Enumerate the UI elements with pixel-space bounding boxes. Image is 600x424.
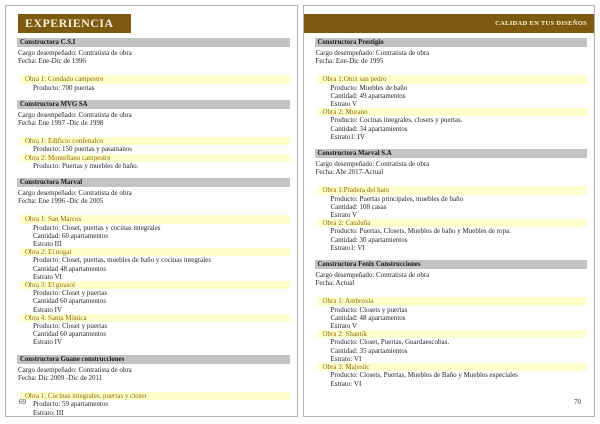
obra-title: Obra 2: Murano: [317, 108, 587, 117]
obra-detail: Producto: Closet, puertas, muebles de ba…: [33, 256, 212, 265]
obra-detail: Estrato IV: [33, 338, 62, 347]
obra-title: Obra 2: Cataluña: [317, 219, 587, 228]
obra-detail: Estrato VI: [33, 272, 62, 281]
obra-detail: Cantidad: 49 apartamentos: [330, 91, 406, 100]
page-left-content: Constructora C.S.I Cargo desempeñado: Con…: [17, 38, 290, 417]
obra-detail: Cantidad 60 apartamentos: [33, 297, 107, 306]
obra-detail: Producto: 59 apartamentos: [33, 400, 109, 409]
page-right-content: Constructora Prestigio Cargo desempeñado:…: [314, 6, 587, 388]
page-left: EXPERIENCIA Constructora C.S.I Cargo dese…: [5, 5, 298, 417]
company-header: Constructora Guane construcciones: [17, 354, 290, 364]
obra-detail: Producto: 700 puertas: [33, 83, 95, 92]
obra-title: Obra 1: Cocinas integrales, puertas y cl…: [20, 392, 290, 401]
obra-detail: Estrato1: VI: [330, 243, 365, 252]
company-header: Constructora Marval: [17, 178, 290, 188]
obra-detail: Estrato V: [330, 211, 358, 220]
company-section: Constructora Guane construcciones Cargo d…: [17, 354, 290, 417]
cargo-line: Cargo desempeñado: Contratista de obra: [18, 189, 132, 198]
fecha-line: Fecha: Ene-Dic de 1995: [315, 57, 384, 66]
obra-detail: Producto: Closets, Puertas, Muebles de B…: [330, 371, 518, 380]
obra-detail: Producto: Closet, Puertas, Guardaescobas…: [330, 338, 450, 347]
obras-list: Obra 1: Condado campestre Producto: 700 p…: [20, 75, 290, 92]
obras-list: Obra 1: Edificio confenalco Producto: 150…: [20, 137, 290, 170]
obra-detail: Cantidad: 30 apartamientos: [330, 235, 408, 244]
company-section: Constructora Fenix Construcciones Cargo d…: [314, 260, 587, 388]
obra-detail: Producto: Closet y puertas: [33, 322, 108, 331]
fecha-line: Fecha: Abr 2017-Actual: [315, 168, 384, 177]
obra-detail: Estrato: VI: [330, 354, 362, 363]
fecha-line: Fecha: Dic 2009 -Dic de 2011: [18, 373, 103, 382]
company-header: Constructora Fenix Construcciones: [314, 260, 587, 270]
obra-title: Obra 1: Ambroxia: [317, 297, 587, 306]
obra-title: Obra 3: Majestic: [317, 363, 587, 372]
fecha-line: Fecha: Ene 1997 -Dic de 1998: [18, 119, 104, 128]
obra-title: Obra 1: Edificio confenalco: [20, 137, 290, 146]
page-number-left: 69: [19, 398, 26, 406]
page-right-inner: Constructora Prestigio Cargo desempeñado:…: [304, 6, 595, 388]
obras-list: Obra 1: San Marcos Producto: Closet, puer…: [20, 215, 290, 346]
company-section: Constructora Prestigio Cargo desempeñado:…: [314, 38, 587, 141]
obra-detail: Cantidad 48 apartamentos: [33, 264, 107, 273]
obra-detail: Cantidad 60 apartamentos: [33, 330, 107, 339]
company-section: Constructora Marval S.A Cargo desempeñado…: [314, 149, 587, 252]
obra-title: Obra 3: El girasol: [20, 281, 290, 290]
obra-detail: Estrato1: IV: [330, 132, 365, 141]
obra-detail: Estrato V: [330, 322, 358, 331]
cargo-line: Cargo desempeñado: Contratista de obra: [315, 271, 430, 280]
obra-detail: Estrato IV: [33, 305, 62, 314]
obra-detail: Producto: Muebles de baño: [330, 83, 408, 92]
fecha-line: Fecha: Ene 1996 -Dic de 2005: [18, 197, 104, 206]
cargo-line: Cargo desempeñado: Contratista de obra: [315, 49, 430, 57]
obra-detail: Producto: Puertas, Closets, Muebles de b…: [330, 227, 511, 236]
obra-title: Obra 2: El nogal: [20, 248, 290, 257]
fecha-line: Fecha: Actual: [315, 279, 355, 288]
cargo-line: Cargo desempeñado: Contratista de obra: [18, 49, 132, 57]
obra-title: Obra 1: San Marcos: [20, 215, 290, 224]
page-right: CALIDAD EN TUS DISEÑOS Constructora Pres…: [302, 5, 595, 417]
obra-detail: Cantidad: 108 casas: [330, 202, 387, 211]
obra-detail: Cantidad: 34 apartamientos: [330, 124, 408, 133]
obra-title: Obra 1: Condado campestre: [20, 75, 290, 84]
fecha-line: Fecha: Ene-Dic de 1996: [18, 57, 86, 66]
company-header: Constructora MVG SA: [17, 99, 290, 109]
obra-detail: Cantidad: 60 apartamentos: [33, 231, 109, 240]
obra-detail: Estrato: III: [33, 408, 64, 417]
page-banner: CALIDAD EN TUS DISEÑOS: [303, 14, 594, 33]
cargo-line: Cargo desempeñado: Contratista de obra: [315, 160, 430, 169]
obra-detail: Producto: Closets y puertas: [330, 305, 408, 314]
obras-list: Obra 1:Pradera del hato Producto: Puertas…: [317, 186, 587, 252]
obra-detail: Cantidad: 35 apartamientos: [330, 346, 408, 355]
company-header: Constructora Prestigio: [314, 38, 587, 47]
obra-detail: Producto: Puertas y muebles de baño.: [33, 161, 139, 170]
obra-title: Obra 1:Pradera del hato: [317, 186, 587, 195]
cargo-line: Cargo desempeñado: Contratista de obra: [18, 110, 132, 119]
banner-text: CALIDAD EN TUS DISEÑOS: [495, 20, 587, 27]
page-number-right: 70: [574, 398, 581, 406]
company-header: Constructora C.S.I: [17, 38, 290, 47]
document-spread: EXPERIENCIA Constructora C.S.I Cargo dese…: [5, 5, 595, 417]
obra-detail: Estrato III: [33, 240, 62, 249]
obra-title: Obra 2: Montellano campestre: [20, 153, 290, 162]
cargo-line: Cargo desempeñado: Contratista de obra: [18, 365, 132, 374]
obra-detail: Producto: Puertas principales, muebles d…: [330, 194, 464, 203]
company-section: Constructora MVG SA Cargo desempeñado: Co…: [17, 99, 290, 170]
obra-detail: Producto: Cocinas integrales, closets y …: [330, 116, 463, 125]
page-left-inner: EXPERIENCIA Constructora C.S.I Cargo dese…: [6, 14, 297, 417]
obra-detail: Producto: Closet y puertas: [33, 289, 108, 298]
obra-detail: Producto: 150 puertas y pasamanos: [33, 145, 133, 154]
obra-detail: Estrato V: [330, 100, 358, 109]
obra-title: Obra 1:Onix san pedro: [317, 75, 587, 84]
page-title-experiencia: EXPERIENCIA: [18, 14, 131, 33]
obra-detail: Producto: Closet, puertas y cocinas inte…: [33, 223, 161, 232]
obra-detail: Estrato: VI: [330, 379, 362, 388]
company-header: Constructora Marval S.A: [314, 149, 587, 159]
obra-title: Obra 2: Shantik: [317, 330, 587, 339]
obras-list: Obra 1: Cocinas integrales, puertas y cl…: [20, 392, 290, 417]
obras-list: Obra 1: Ambroxia Producto: Closets y puer…: [317, 297, 587, 388]
obra-title: Obra 4: Santa Mónica: [20, 313, 290, 323]
obras-list: Obra 1:Onix san pedro Producto: Muebles d…: [317, 75, 587, 141]
company-section: Constructora Marval Cargo desempeñado: Co…: [17, 178, 290, 347]
company-section: Constructora C.S.I Cargo desempeñado: Con…: [17, 38, 290, 92]
obra-detail: Cantidad: 48 apartamentos: [330, 313, 406, 322]
